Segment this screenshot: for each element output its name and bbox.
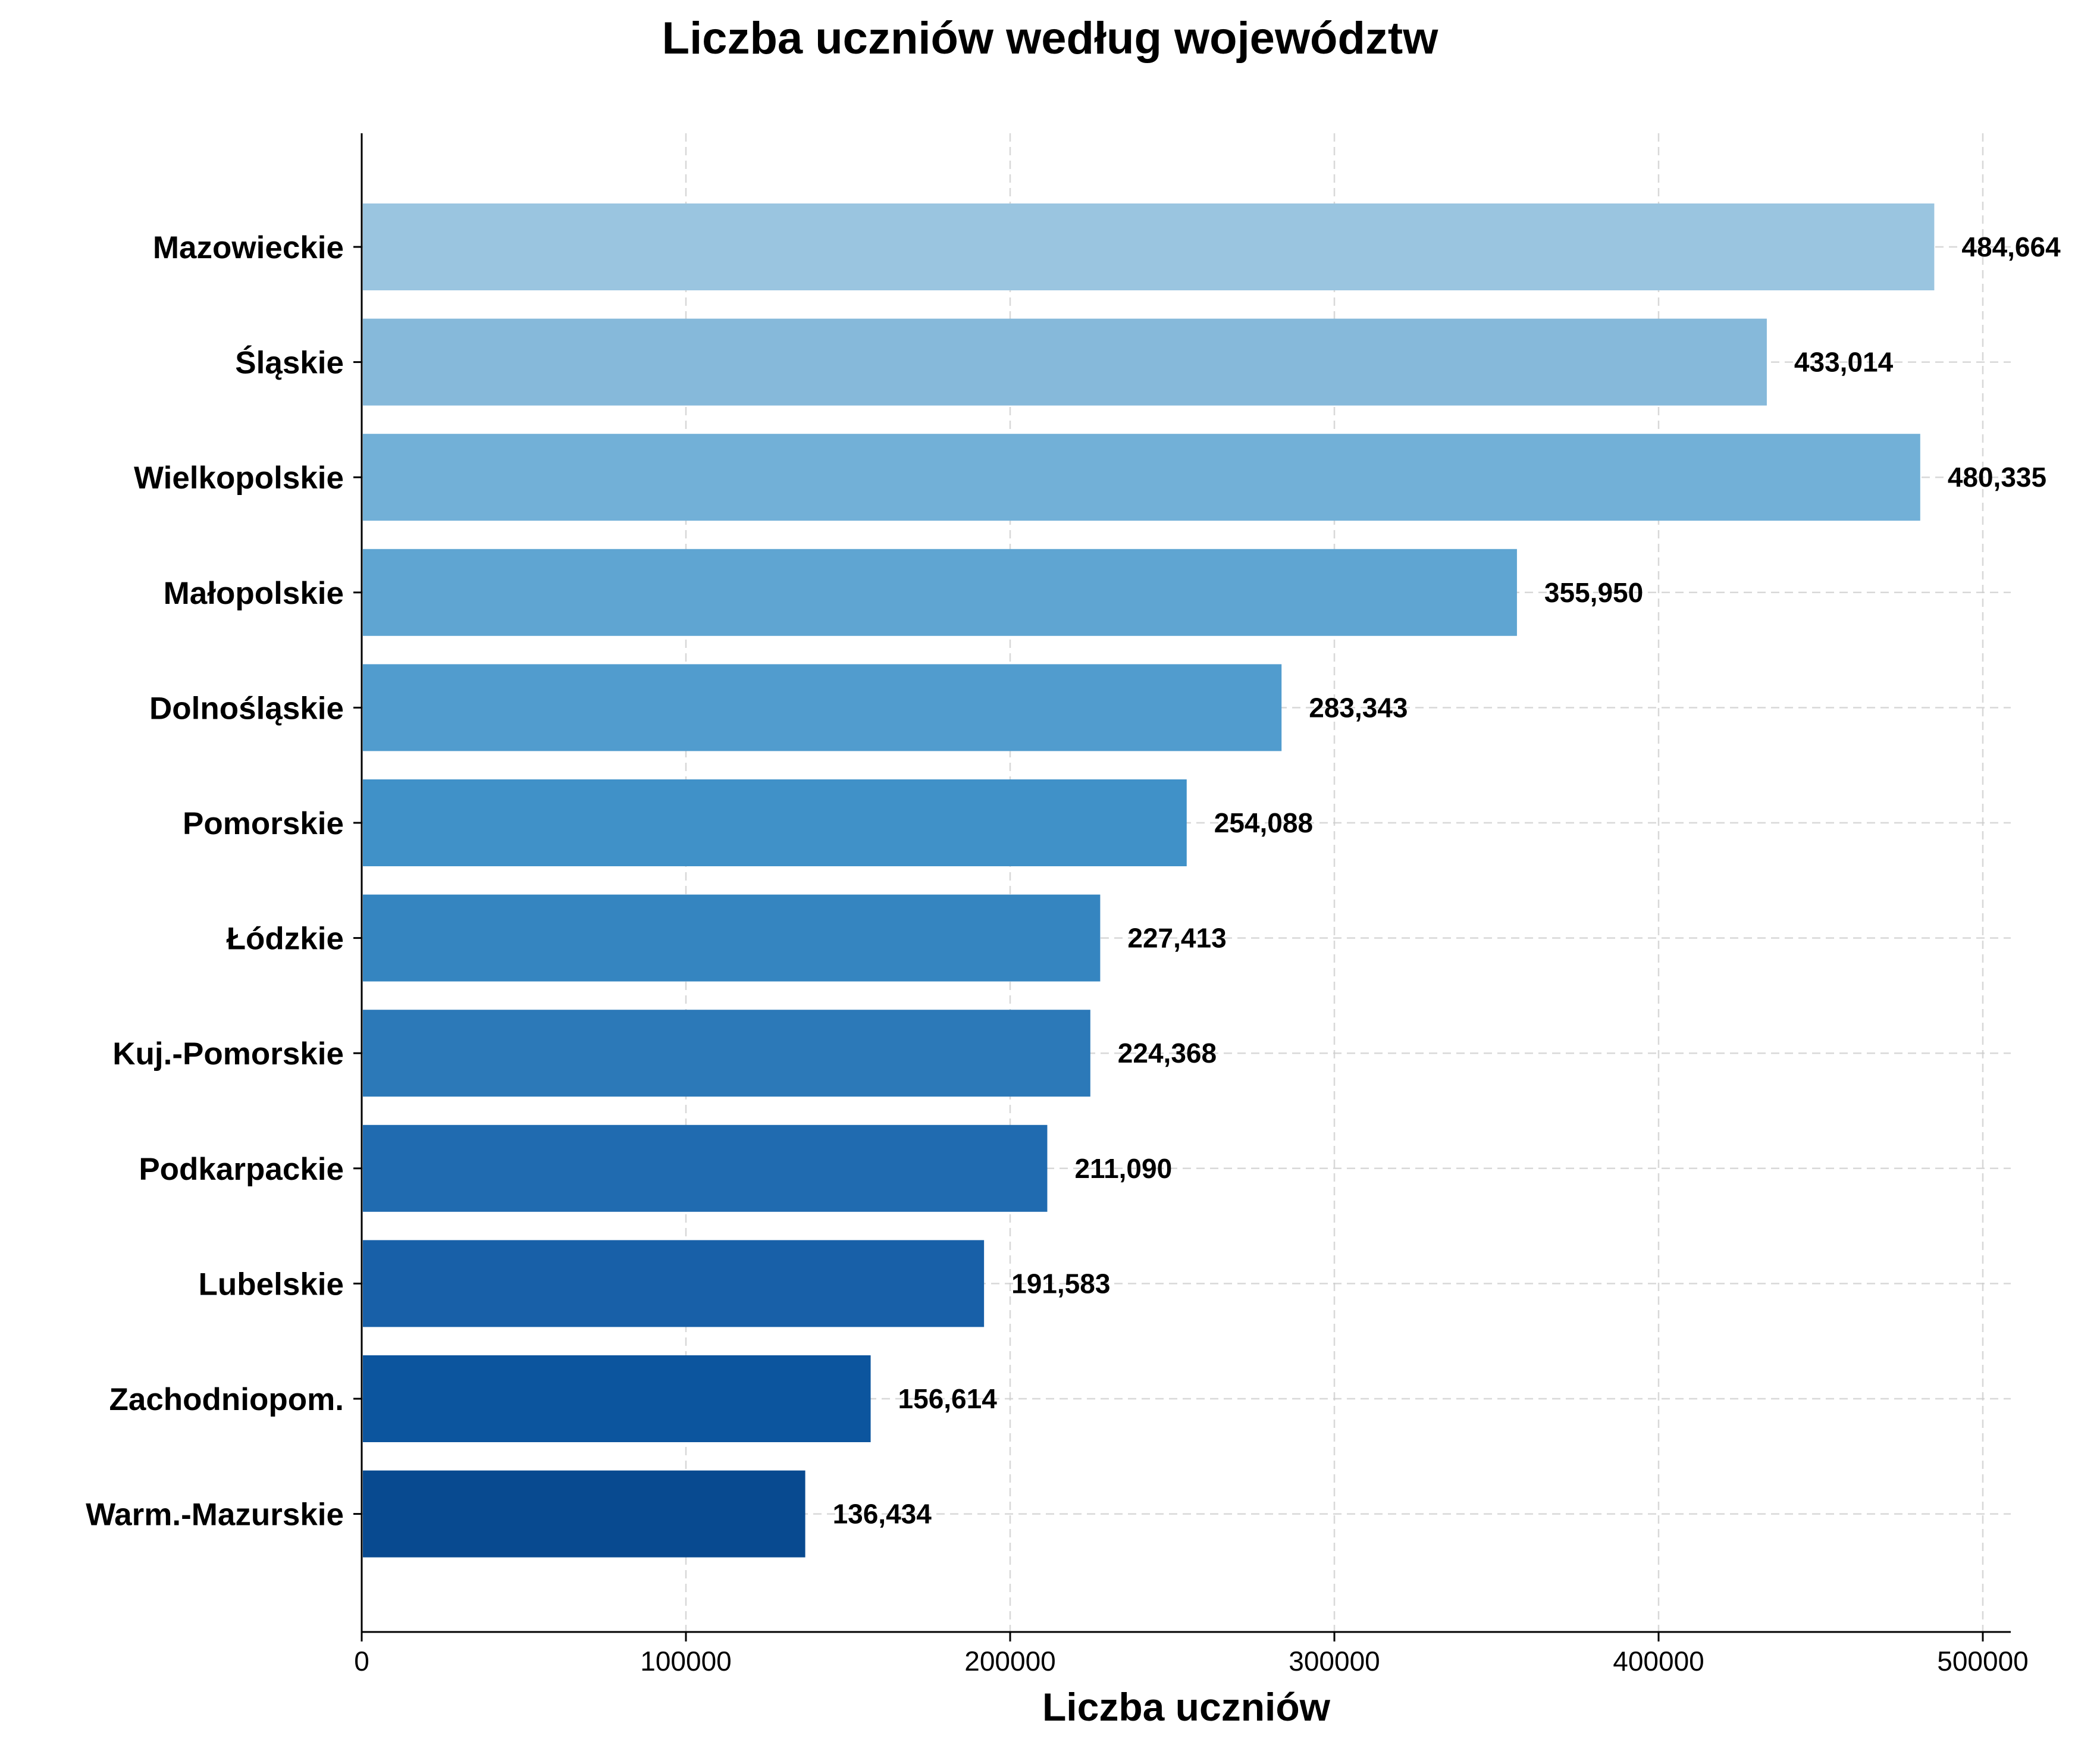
chart-title: Liczba uczniów według województw (662, 13, 1439, 64)
category-label: Podkarpackie (139, 1152, 344, 1187)
category-label: Mazowieckie (153, 230, 344, 265)
bar-11 (363, 1355, 871, 1442)
x-tick-label: 500000 (1937, 1646, 2029, 1677)
bar-2 (363, 318, 1767, 406)
category-label: Kuj.-Pomorskie (112, 1036, 344, 1072)
bar-6 (363, 779, 1187, 866)
value-label: 254,088 (1214, 807, 1313, 838)
bar-10 (363, 1240, 985, 1327)
value-labels: 484,664 433,014 480,335 355,950 283,343 254,0… (833, 231, 2061, 1530)
x-tick-label: 0 (354, 1646, 369, 1677)
bar-1 (363, 203, 1935, 290)
bar-9 (363, 1124, 1048, 1212)
value-label: 480,335 (1948, 462, 2046, 493)
bars (363, 203, 1935, 1558)
value-label: 211,090 (1074, 1153, 1172, 1184)
value-label: 484,664 (1961, 231, 2061, 262)
value-label: 283,343 (1309, 692, 1408, 723)
bar-3 (363, 434, 1920, 521)
category-label: Śląskie (235, 345, 344, 381)
category-label: Warm.-Mazurskie (86, 1497, 344, 1533)
value-label: 191,583 (1011, 1268, 1110, 1299)
value-label: 156,614 (898, 1383, 998, 1414)
value-label: 224,368 (1118, 1038, 1217, 1069)
category-label: Wielkopolskie (134, 460, 344, 496)
category-label: Łódzkie (227, 922, 344, 957)
bar-7 (363, 894, 1101, 982)
x-tick-label: 300000 (1289, 1646, 1380, 1677)
x-axis-ticks: 0 100000 200000 300000 400000 500000 (353, 246, 2029, 1677)
category-label: Lubelskie (199, 1267, 344, 1302)
category-label: Zachodniopom. (109, 1382, 344, 1417)
bar-4 (363, 549, 1517, 636)
category-labels: Mazowieckie Śląskie Wielkopolskie Małopolsk… (86, 230, 344, 1533)
x-axis-label: Liczba uczniów (1042, 1685, 1331, 1729)
bar-8 (363, 1010, 1090, 1097)
category-label: Dolnośląskie (149, 691, 344, 726)
value-label: 433,014 (1794, 347, 1894, 378)
value-label: 136,434 (833, 1499, 932, 1530)
bar-12 (363, 1470, 805, 1558)
x-tick-label: 400000 (1613, 1646, 1704, 1677)
category-label: Małopolskie (164, 576, 344, 611)
x-tick-label: 200000 (964, 1646, 1056, 1677)
category-label: Pomorskie (183, 806, 344, 841)
x-tick-label: 100000 (640, 1646, 732, 1677)
value-label: 227,413 (1127, 923, 1226, 954)
bar-5 (363, 664, 1282, 751)
value-label: 355,950 (1544, 577, 1643, 608)
